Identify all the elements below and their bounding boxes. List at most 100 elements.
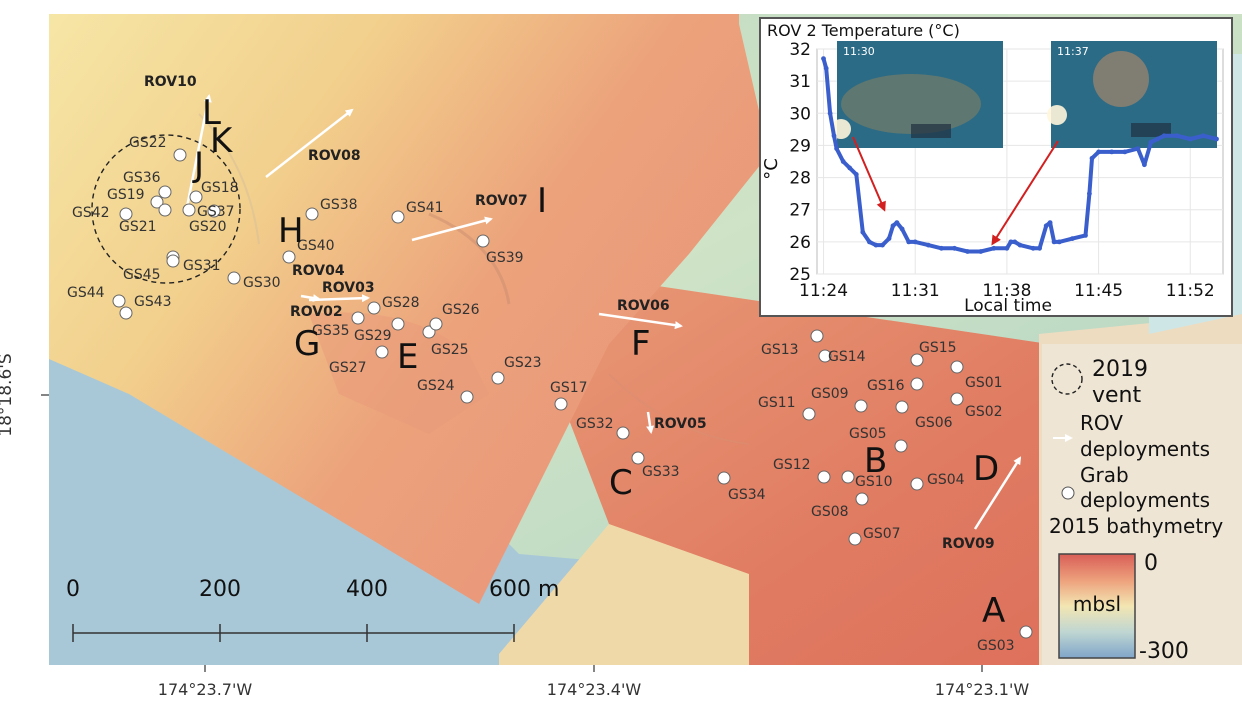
grab-point-gs11 (802, 407, 816, 421)
temperature-point (1089, 155, 1095, 161)
grab-point-gs08 (855, 492, 869, 506)
temperature-point (1087, 191, 1092, 197)
temperature-point (978, 249, 984, 254)
grab-point-gs17 (554, 397, 568, 411)
temperature-series (821, 56, 1219, 254)
grab-point-gs23 (491, 371, 505, 385)
grab-point-gs09 (854, 399, 868, 413)
grab-point-gs04 (910, 477, 924, 491)
longitude-tick-2: 174°23.4'W (546, 680, 642, 699)
x-tick-4: 11:52 (1166, 281, 1215, 301)
grab-point-gs40 (282, 250, 296, 264)
photo-1-time: 11:30 (843, 45, 875, 58)
colorbar-unit-label: mbsl (1073, 592, 1121, 616)
x-tick-1: 11:31 (891, 281, 940, 301)
grab-label-gs04: GS04 (927, 472, 965, 488)
grab-point-gs18 (189, 190, 203, 204)
temperature-point (823, 65, 829, 71)
site-letter-c: C (609, 463, 633, 503)
site-letter-j: J (192, 145, 204, 185)
grab-point-gs35 (391, 317, 405, 331)
grab-label-gs24: GS24 (417, 378, 455, 394)
temperature-point (1122, 149, 1128, 155)
grab-label-gs17: GS17 (550, 380, 588, 396)
grab-point-gs33 (631, 451, 645, 465)
chart-title: ROV 2 Temperature (°C) (767, 21, 960, 40)
temperature-point (912, 239, 918, 245)
grab-point-gs24 (460, 390, 474, 404)
grab-label-gs16: GS16 (867, 378, 905, 394)
temperature-point (939, 245, 944, 251)
map-legend: 2019 vent ROV deployments Grab deploymen… (1042, 344, 1242, 665)
grab-label-gs09: GS09 (811, 386, 849, 402)
grab-label-gs40: GS40 (297, 238, 335, 254)
grab-label-gs41: GS41 (406, 200, 444, 216)
site-letter-a: A (982, 591, 1005, 631)
temperature-point (1008, 239, 1014, 245)
legend-grab-label-2: deployments (1080, 488, 1210, 512)
temperature-point (834, 146, 839, 151)
temperature-point (1109, 149, 1115, 155)
grab-point-gs01 (950, 360, 964, 374)
grab-point-gs22 (173, 148, 187, 162)
grab-label-gs21: GS21 (119, 219, 157, 235)
bathymetry-colorbar (1058, 553, 1136, 659)
temperature-point (853, 172, 859, 177)
rov-label-rov02: ROV02 (290, 304, 343, 320)
grab-label-gs05: GS05 (849, 426, 887, 442)
temperature-point (1047, 220, 1053, 226)
temperature-point (867, 239, 872, 245)
site-letters: A B C D E F G H I JKL (192, 93, 1005, 631)
grab-label-gs22: GS22 (129, 135, 167, 151)
longitude-tick-1: 174°23.7'W (157, 680, 253, 699)
grab-point-gs28 (367, 301, 381, 315)
y-tick-32: 32 (789, 40, 811, 60)
grab-label-gs10: GS10 (855, 474, 893, 490)
chart-x-ticks: 11:24 11:31 11:38 11:45 11:52 (799, 281, 1215, 301)
grab-label-gs45: GS45 (123, 267, 161, 283)
rov-label-rov08: ROV08 (308, 148, 361, 164)
grab-label-gs43: GS43 (134, 294, 172, 310)
grab-label-gs27: GS27 (329, 360, 367, 376)
temperature-point (831, 133, 837, 139)
grab-point-gs03 (1019, 625, 1033, 639)
temperature-point (886, 236, 892, 242)
temperature-point (1070, 236, 1075, 242)
temperature-point (894, 220, 900, 226)
legend-vent-icon (1051, 363, 1083, 395)
grab-point-gs45 (166, 254, 180, 268)
temperature-point (1004, 245, 1010, 251)
site-letter-e: E (397, 337, 418, 377)
temperature-point (873, 242, 879, 248)
site-letter-h: H (278, 211, 304, 251)
scale-bar-label-400: 400 (346, 577, 388, 602)
grab-label-gs33: GS33 (642, 464, 680, 480)
colorbar-top-label: 0 (1144, 551, 1158, 576)
site-letter-f: F (631, 324, 651, 364)
temperature-point (827, 110, 833, 116)
grab-label-gs38: GS38 (320, 197, 358, 213)
grab-label-gs08: GS08 (811, 504, 849, 520)
site-letter-i: I (537, 181, 547, 221)
site-letter-b: B (864, 441, 887, 481)
grab-label-gs18: GS18 (201, 180, 239, 196)
temperature-point (899, 226, 905, 232)
temperature-point (880, 242, 885, 248)
grab-label-gs29: GS29 (354, 328, 392, 344)
grab-label-gs03: GS03 (977, 638, 1015, 654)
y-tick-29: 29 (789, 136, 811, 156)
grab-point-gs06 (895, 400, 909, 414)
colorbar-bottom-label: -300 (1139, 639, 1189, 664)
temperature-point (860, 229, 866, 235)
grab-point-gs29 (351, 311, 365, 325)
grab-point-gs21 (158, 203, 172, 217)
photo-2-time: 11:37 (1057, 45, 1089, 58)
temperature-point (1051, 239, 1057, 245)
latitude-label: 18°18.6'S (0, 353, 16, 437)
temperature-point (1155, 136, 1160, 142)
temperature-point (821, 56, 826, 61)
rov-label-rov06: ROV06 (617, 298, 670, 314)
temperature-point (1012, 239, 1018, 245)
